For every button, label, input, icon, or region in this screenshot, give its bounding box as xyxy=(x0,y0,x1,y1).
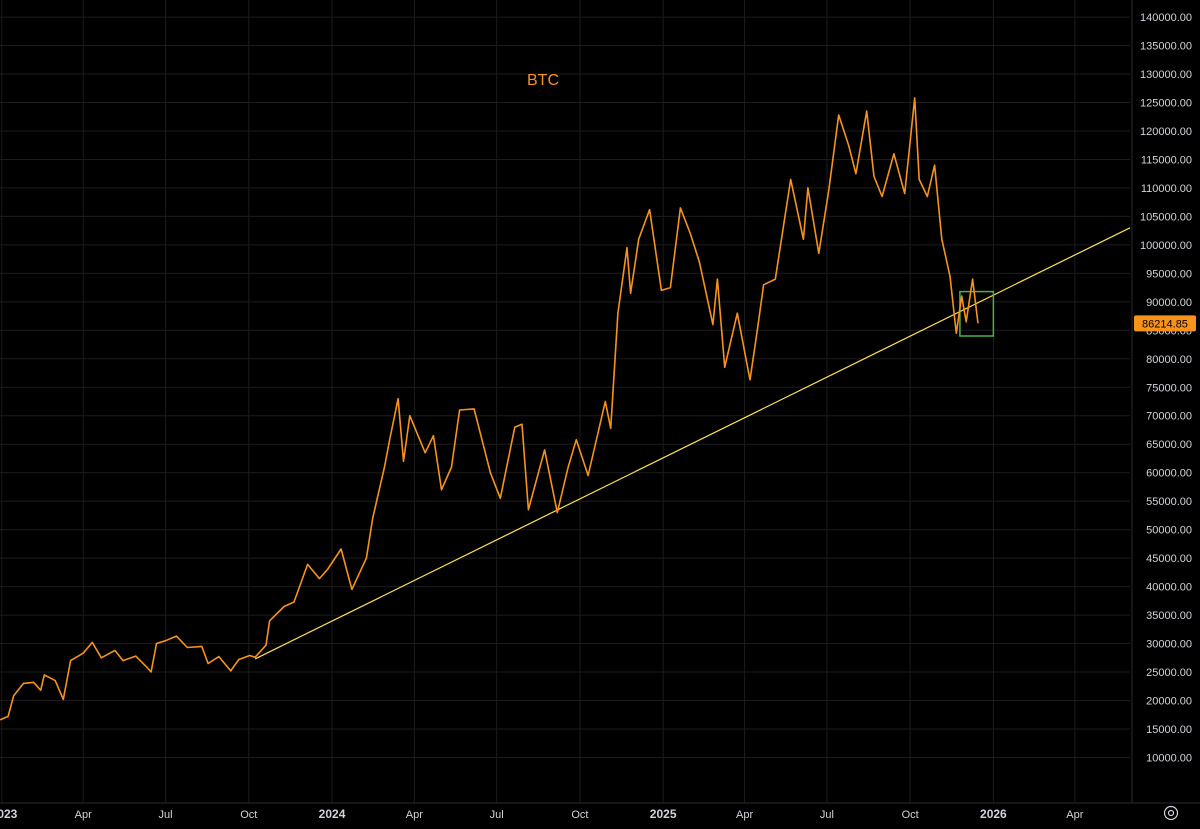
x-tick-label: Apr xyxy=(1066,809,1083,821)
x-tick-label: Oct xyxy=(571,809,588,821)
y-tick-label: 105000.00 xyxy=(1140,211,1192,223)
x-tick-label: 2024 xyxy=(319,807,346,821)
y-tick-label: 10000.00 xyxy=(1146,752,1192,764)
y-tick-label: 115000.00 xyxy=(1141,154,1192,166)
x-tick-label: Oct xyxy=(902,809,919,821)
y-tick-label: 60000.00 xyxy=(1146,468,1192,480)
y-tick-label: 75000.00 xyxy=(1146,382,1192,394)
y-tick-label: 55000.00 xyxy=(1146,496,1192,508)
x-axis-ticks[interactable]: 2023 Apr Jul Oct 2024 Apr Jul Oct 2025 Apr Jul Oct 2… xyxy=(0,807,1084,821)
x-tick-label: Jul xyxy=(159,809,173,821)
settings-button[interactable] xyxy=(1162,804,1180,822)
y-tick-label: 40000.00 xyxy=(1146,582,1192,594)
y-tick-label: 110000.00 xyxy=(1141,183,1192,195)
y-tick-label: 20000.00 xyxy=(1146,695,1192,707)
y-tick-label: 135000.00 xyxy=(1140,41,1192,53)
y-tick-label: 35000.00 xyxy=(1146,610,1192,622)
x-tick-label: Apr xyxy=(406,809,423,821)
grid xyxy=(0,0,1130,803)
y-tick-label: 130000.00 xyxy=(1140,69,1192,81)
y-tick-label: 120000.00 xyxy=(1140,126,1192,138)
x-tick-label: Jul xyxy=(820,809,834,821)
y-tick-label: 65000.00 xyxy=(1146,439,1192,451)
y-tick-label: 80000.00 xyxy=(1146,354,1192,366)
last-price-label: 86214.85 xyxy=(1134,315,1196,332)
x-tick-label: Jul xyxy=(490,809,504,821)
y-tick-label: 50000.00 xyxy=(1146,525,1192,537)
y-tick-label: 70000.00 xyxy=(1146,411,1192,423)
x-tick-label: 2025 xyxy=(650,807,677,821)
x-tick-label: Apr xyxy=(736,809,753,821)
support-trendline[interactable] xyxy=(254,227,1131,660)
drawings xyxy=(254,227,1131,660)
gear-icon xyxy=(1163,805,1179,821)
x-tick-label: 2023 xyxy=(0,807,18,821)
x-tick-label: 2026 xyxy=(980,807,1007,821)
y-tick-label: 45000.00 xyxy=(1146,553,1192,565)
x-tick-label: Oct xyxy=(240,809,257,821)
price-scale-panel[interactable] xyxy=(1132,0,1200,824)
y-tick-label: 125000.00 xyxy=(1140,98,1192,110)
chart-title: BTC xyxy=(527,72,559,89)
last-price-value: 86214.85 xyxy=(1142,318,1188,330)
btc-price-line[interactable] xyxy=(0,97,979,721)
y-tick-label: 25000.00 xyxy=(1146,667,1192,679)
y-tick-label: 95000.00 xyxy=(1146,268,1192,280)
series xyxy=(0,97,979,721)
y-tick-label: 15000.00 xyxy=(1146,724,1192,736)
y-tick-label: 100000.00 xyxy=(1140,240,1192,252)
x-tick-label: Apr xyxy=(75,809,92,821)
y-tick-label: 30000.00 xyxy=(1146,639,1192,651)
y-tick-label: 90000.00 xyxy=(1146,297,1192,309)
y-tick-label: 140000.00 xyxy=(1140,12,1192,24)
y-axis-ticks[interactable]: 10000.00 15000.00 20000.00 25000.00 30000.00… xyxy=(1140,12,1192,764)
